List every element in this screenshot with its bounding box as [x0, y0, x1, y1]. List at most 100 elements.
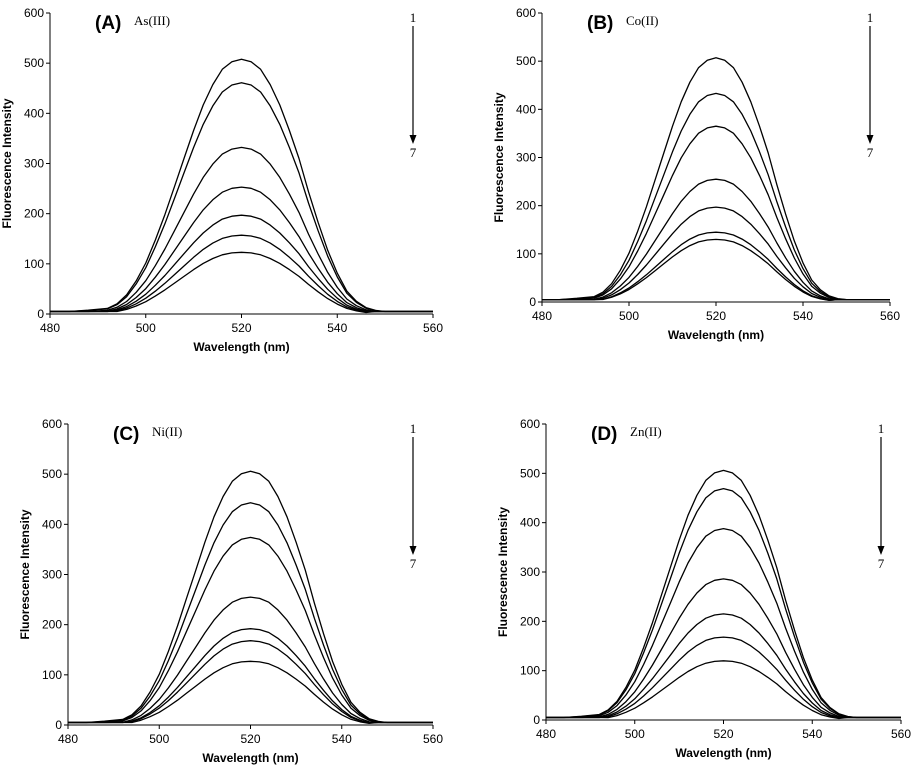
- chart-panel: 0 100 200 300 400 500 600 480 500 520 540 560 Wavele…: [18, 417, 443, 765]
- x-tick-label: 520: [713, 727, 733, 741]
- x-tick-label: 500: [149, 732, 169, 746]
- y-tick-label: 500: [520, 466, 540, 480]
- arrow-end-label: 7: [410, 145, 417, 160]
- series-line: [68, 596, 433, 724]
- x-tick-label: 520: [240, 732, 260, 746]
- series-line: [50, 146, 433, 313]
- y-tick-label: 300: [516, 151, 536, 165]
- arrow-start-label: 1: [410, 10, 417, 25]
- x-tick-label: 480: [58, 732, 78, 746]
- y-tick-label: 600: [24, 6, 44, 20]
- series-line: [546, 578, 901, 719]
- y-axis-label: Fluorescence Intensity: [496, 507, 510, 637]
- trend-arrow-head: [877, 546, 885, 555]
- y-tick-label: 100: [516, 247, 536, 261]
- series-line: [546, 613, 901, 719]
- y-tick-label: 100: [42, 668, 62, 682]
- series-line: [68, 640, 433, 724]
- y-tick-label: 300: [520, 565, 540, 579]
- x-tick-label: 540: [802, 727, 822, 741]
- panel-label: (C): [113, 424, 139, 445]
- panel-label: (D): [591, 424, 617, 445]
- series-line: [542, 238, 890, 302]
- series-line: [542, 92, 890, 301]
- y-tick-label: 600: [42, 417, 62, 431]
- x-tick-label: 520: [231, 321, 251, 335]
- y-tick-label: 100: [520, 664, 540, 678]
- ion-label: Co(II): [626, 13, 659, 28]
- series-line: [50, 214, 433, 313]
- trend-arrow-head: [409, 546, 417, 555]
- chart-panel: 0 100 200 300 400 500 600 480 500 520 540 560 Wavele…: [492, 6, 900, 342]
- y-tick-label: 400: [24, 106, 44, 120]
- arrow-end-label: 7: [410, 556, 417, 571]
- y-tick-label: 400: [516, 102, 536, 116]
- series-line: [50, 251, 433, 314]
- x-tick-label: 480: [536, 727, 556, 741]
- series-line: [68, 660, 433, 725]
- series-line: [50, 234, 433, 313]
- x-tick-label: 480: [40, 321, 60, 335]
- series-line: [546, 527, 901, 719]
- y-tick-label: 300: [42, 568, 62, 582]
- trend-arrow-head: [409, 135, 417, 144]
- series-line: [546, 487, 901, 719]
- y-tick-label: 500: [42, 467, 62, 481]
- series-line: [50, 186, 433, 313]
- y-tick-label: 200: [520, 614, 540, 628]
- y-tick-label: 400: [520, 516, 540, 530]
- series-line: [50, 58, 433, 313]
- y-axis-label: Fluorescence Intensity: [492, 92, 506, 222]
- x-tick-label: 500: [619, 309, 639, 323]
- y-tick-label: 600: [516, 6, 536, 20]
- ion-label: Zn(II): [630, 424, 662, 439]
- x-tick-label: 480: [532, 309, 552, 323]
- ion-label: As(III): [134, 13, 170, 28]
- arrow-start-label: 1: [878, 421, 885, 436]
- series-line: [546, 636, 901, 719]
- series-line: [542, 178, 890, 301]
- series-line: [542, 57, 890, 301]
- series-line: [542, 125, 890, 301]
- x-axis-label: Wavelength (nm): [668, 328, 764, 342]
- panel-label: (B): [587, 13, 613, 34]
- series-line: [542, 231, 890, 301]
- panel-label: (A): [95, 13, 121, 34]
- series-line: [50, 82, 433, 313]
- y-tick-label: 200: [24, 207, 44, 221]
- arrow-start-label: 1: [410, 421, 417, 436]
- y-tick-label: 600: [520, 417, 540, 431]
- series-line: [542, 206, 890, 301]
- series-line: [546, 660, 901, 720]
- x-tick-label: 560: [880, 309, 900, 323]
- series-line: [68, 502, 433, 724]
- x-axis-label: Wavelength (nm): [193, 340, 289, 354]
- x-axis-label: Wavelength (nm): [202, 751, 298, 765]
- x-tick-label: 500: [625, 727, 645, 741]
- x-tick-label: 560: [423, 321, 443, 335]
- y-tick-label: 0: [529, 295, 536, 309]
- x-tick-label: 540: [327, 321, 347, 335]
- y-axis-label: Fluorescence Intensity: [18, 509, 32, 639]
- series-line: [546, 469, 901, 719]
- series-line: [68, 628, 433, 724]
- arrow-end-label: 7: [878, 556, 885, 571]
- y-tick-label: 500: [24, 56, 44, 70]
- y-tick-label: 400: [42, 517, 62, 531]
- y-tick-label: 300: [24, 157, 44, 171]
- x-tick-label: 540: [332, 732, 352, 746]
- ion-label: Ni(II): [152, 424, 182, 439]
- chart-panel: 0 100 200 300 400 500 600 480 500 520 540 560 Wavele…: [496, 417, 911, 760]
- x-tick-label: 560: [423, 732, 443, 746]
- y-tick-label: 0: [37, 307, 44, 321]
- y-tick-label: 500: [516, 54, 536, 68]
- series-line: [68, 536, 433, 724]
- arrow-end-label: 7: [867, 145, 874, 160]
- arrow-start-label: 1: [867, 10, 874, 25]
- y-axis-label: Fluorescence Intensity: [0, 98, 14, 228]
- y-tick-label: 200: [516, 199, 536, 213]
- y-tick-label: 200: [42, 618, 62, 632]
- x-tick-label: 540: [793, 309, 813, 323]
- x-tick-label: 560: [891, 727, 911, 741]
